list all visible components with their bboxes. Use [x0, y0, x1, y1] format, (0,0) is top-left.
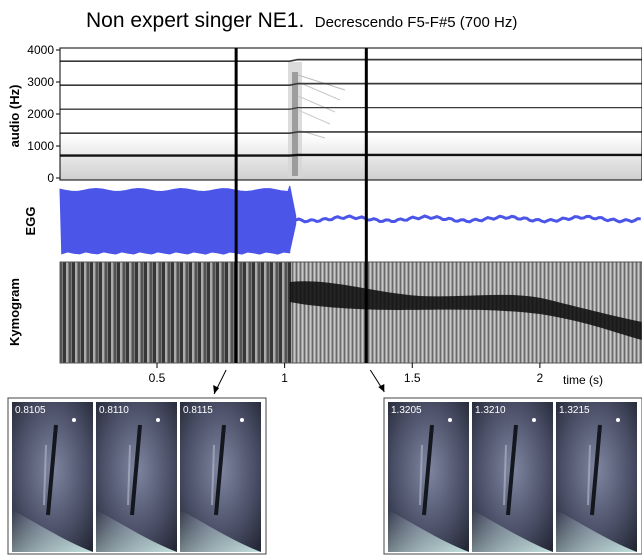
marker-arrowhead-right: [378, 384, 385, 392]
audio-y-tick-label: 3000: [27, 75, 54, 89]
frame-time-label: 1.3205: [391, 405, 422, 416]
specular-highlight: [72, 418, 76, 422]
video-frame-glow: [472, 510, 553, 552]
vocal-fold-edge: [43, 444, 47, 506]
egg-waveform-tail: [294, 214, 641, 224]
frame-group-right: 1.3205 1.3210 1.3215: [383, 397, 642, 555]
video-frame: 1.3210: [472, 402, 553, 552]
harmonic-line: [60, 82, 642, 87]
egg-panel: EGG: [23, 183, 642, 258]
specular-highlight: [240, 418, 244, 422]
high-speed-frames: 0.8105 0.8110 0.8115 1.3205 1.3210 1.3215: [7, 397, 642, 555]
audio-y-tick-label: 1000: [27, 139, 54, 153]
time-tick-label: 1: [281, 371, 288, 385]
video-frame: 0.8110: [96, 402, 177, 552]
title-main: Non expert singer NE1.: [86, 9, 304, 32]
egg-waveform: [59, 185, 297, 255]
frame-time-label: 0.8110: [99, 405, 129, 416]
vocal-fold-gap: [590, 424, 602, 516]
harmonic-line: [60, 153, 642, 157]
time-tick-label: 1.5: [404, 371, 421, 385]
specular-highlight: [616, 418, 620, 422]
frame-time-label: 0.8115: [183, 405, 213, 416]
kymogram-dark-band: [289, 281, 642, 340]
harmonic-line: [60, 131, 642, 135]
frame-time-label: 0.8105: [15, 405, 46, 416]
time-axis: 0.5 1 1.5 2: [149, 363, 544, 385]
vocal-fold-gap: [46, 424, 58, 516]
audio-axis-label: audio (Hz): [7, 85, 22, 148]
audio-y-tick-label: 4000: [27, 43, 54, 57]
kymogram-frame: [59, 261, 642, 364]
video-frame: 0.8105: [12, 402, 93, 552]
kymogram-panel: Kymogram: [7, 261, 642, 364]
video-frame-glow: [180, 510, 261, 552]
kymogram-shade-left: [60, 262, 292, 363]
figure-title: Non expert singer NE1. Decrescendo F5-F#…: [86, 9, 517, 32]
low-frequency-band: [60, 135, 642, 180]
time-tick-label: 0.5: [149, 371, 166, 385]
harmonic-line: [60, 106, 642, 110]
time-axis-label: time (s): [563, 373, 603, 387]
vocal-fold-edge: [419, 444, 423, 506]
audio-spectrogram-panel: 0 1000 2000 3000 4000 audio (Hz): [7, 43, 642, 185]
video-frame: 1.3215: [556, 402, 637, 552]
specular-highlight: [448, 418, 452, 422]
time-markers: [213, 48, 385, 395]
kymogram-axis-label: Kymogram: [7, 278, 22, 346]
frame-time-label: 1.3215: [559, 405, 590, 416]
audio-y-tick-label: 0: [47, 171, 54, 185]
video-frame-glow: [556, 510, 637, 552]
video-frame: 0.8115: [180, 402, 261, 552]
vocal-fold-edge: [587, 444, 591, 506]
video-frame-glow: [12, 510, 93, 552]
egg-axis-label: EGG: [23, 207, 38, 236]
vocal-fold-edge: [503, 444, 507, 506]
audio-y-tick-label: 2000: [27, 107, 54, 121]
transition-noise: [288, 62, 346, 178]
specular-highlight: [156, 418, 160, 422]
frame-time-label: 1.3210: [475, 405, 506, 416]
harmonic-line: [60, 58, 642, 63]
specular-highlight: [532, 418, 536, 422]
marker-arrowhead-left: [213, 385, 220, 394]
vocal-fold-gap: [506, 424, 518, 516]
vocal-fold-gap: [130, 424, 142, 516]
vocal-fold-edge: [127, 444, 131, 506]
audio-y-axis: 0 1000 2000 3000 4000: [27, 43, 60, 185]
harmonic-lines: [60, 58, 642, 157]
vocal-fold-gap: [422, 424, 434, 516]
frame-group-left: 0.8105 0.8110 0.8115: [7, 397, 267, 555]
video-frame: 1.3205: [388, 402, 469, 552]
video-frame-glow: [96, 510, 177, 552]
title-sub: Decrescendo F5-F#5 (700 Hz): [315, 14, 518, 31]
vocal-fold-edge: [211, 444, 215, 506]
vocal-fold-gap: [214, 424, 226, 516]
time-tick-label: 2: [537, 371, 544, 385]
video-frame-glow: [388, 510, 469, 552]
kymogram-texture-left: [60, 262, 292, 363]
